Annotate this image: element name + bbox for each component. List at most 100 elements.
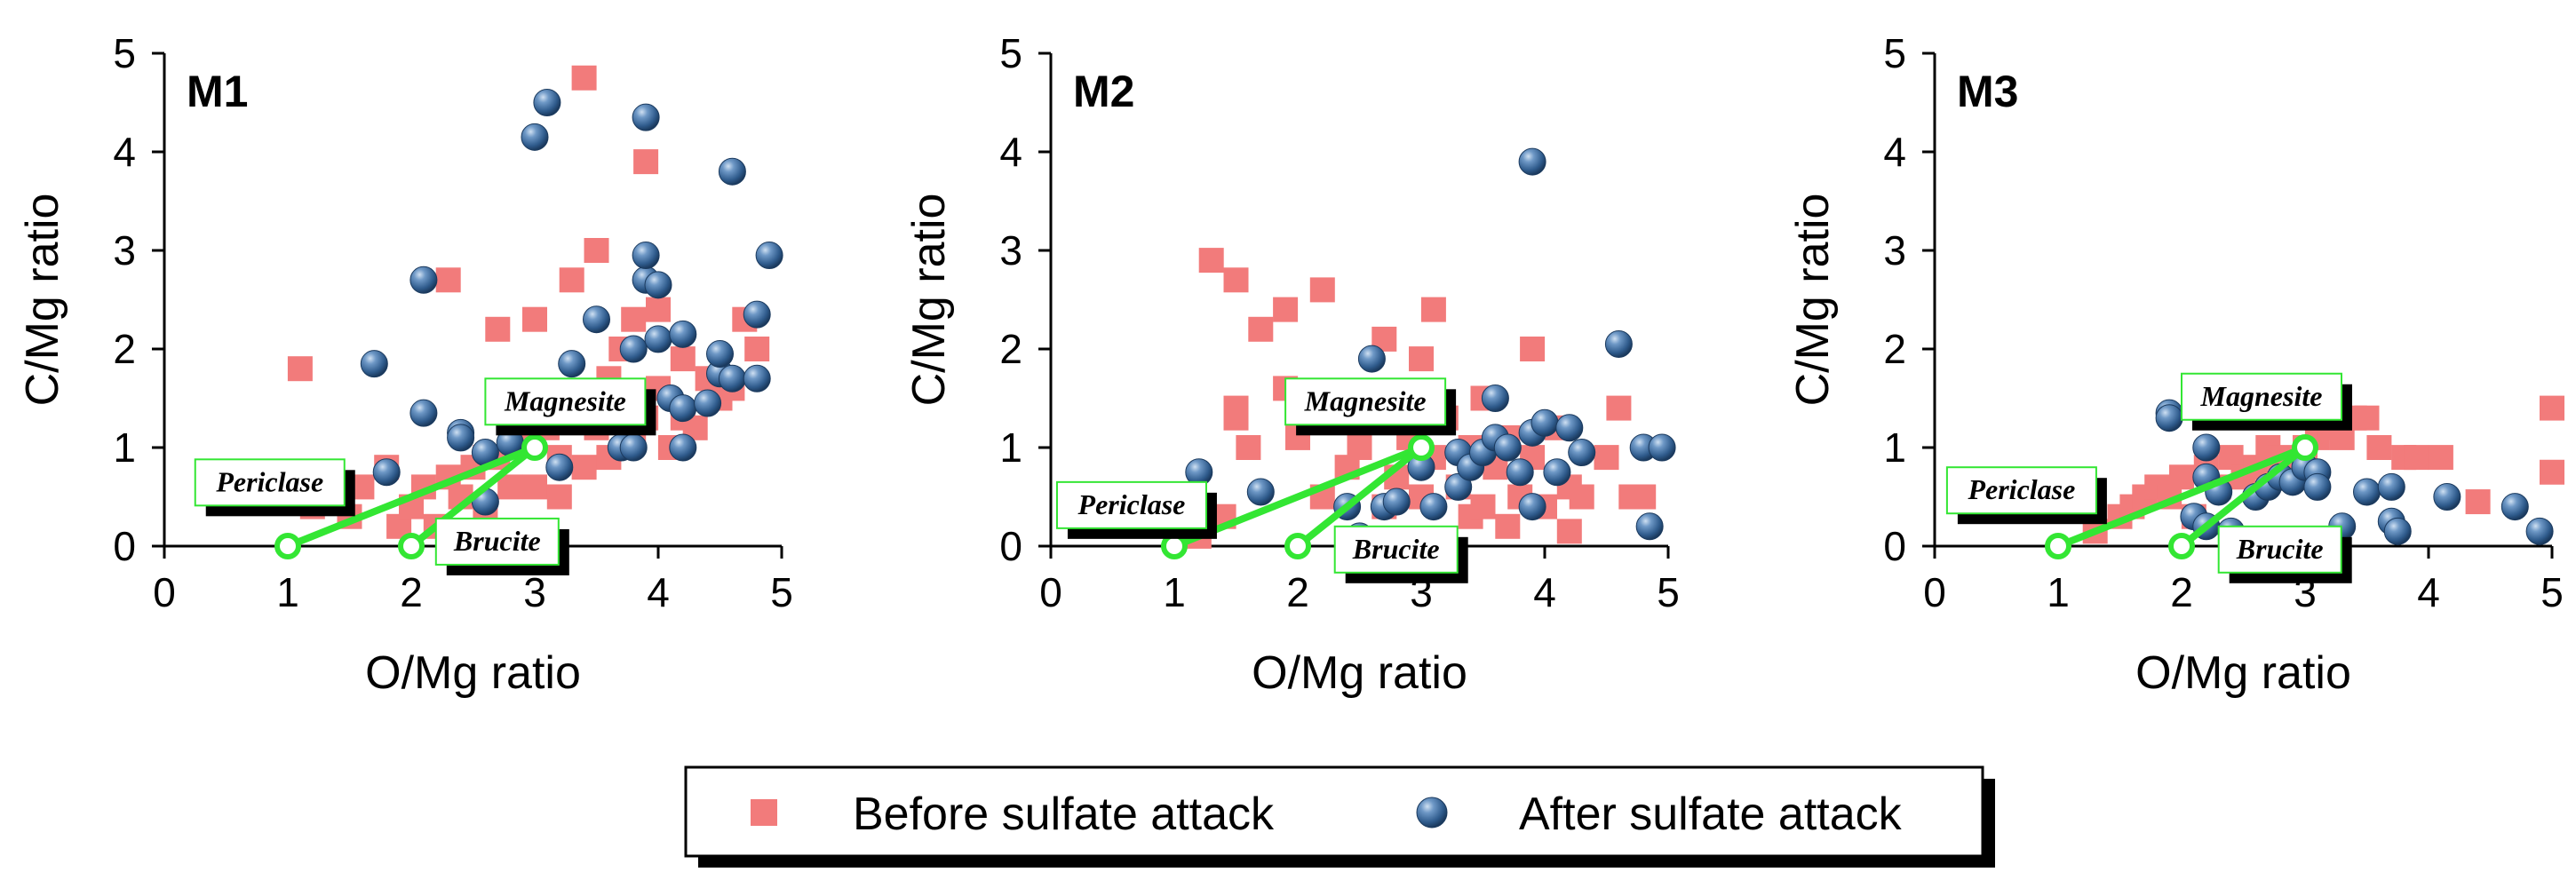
panel-title: M2 bbox=[1073, 67, 1134, 116]
data-point-after bbox=[1493, 433, 1522, 462]
y-tick-label: 2 bbox=[999, 326, 1022, 372]
annotation-box bbox=[194, 458, 346, 507]
annotation-brucite: Brucite bbox=[434, 517, 569, 575]
data-point-after bbox=[2155, 404, 2183, 432]
data-point-after bbox=[1419, 493, 1448, 521]
data-point-after bbox=[1530, 408, 1559, 437]
panel-title: M3 bbox=[1957, 67, 2018, 116]
y-tick-label: 5 bbox=[113, 30, 136, 76]
data-point-before bbox=[571, 455, 597, 480]
data-point-before bbox=[584, 238, 609, 263]
data-point-before bbox=[1569, 484, 1594, 510]
data-point-before bbox=[1606, 395, 1632, 421]
y-axis-label: C/Mg ratio bbox=[903, 194, 955, 407]
y-tick-label: 4 bbox=[999, 129, 1022, 175]
y-tick-label: 4 bbox=[113, 129, 136, 175]
x-tick-label: 5 bbox=[770, 569, 793, 615]
legend-marker-after bbox=[1416, 797, 1448, 828]
data-point-before bbox=[546, 484, 572, 510]
data-point-after bbox=[1555, 414, 1584, 442]
data-point-before bbox=[2465, 489, 2491, 515]
data-point-before bbox=[571, 65, 597, 91]
data-point-before bbox=[497, 474, 523, 500]
data-point-before bbox=[2428, 445, 2453, 471]
annotation-box bbox=[2181, 372, 2342, 421]
annotation-box bbox=[1333, 525, 1459, 574]
panel-title: M1 bbox=[187, 67, 248, 116]
annotation-magnesite: Magnesite bbox=[2181, 372, 2352, 431]
data-point-after bbox=[360, 350, 388, 378]
mineral-reference-point bbox=[274, 533, 301, 559]
data-point-after bbox=[1506, 458, 1534, 487]
data-point-before bbox=[435, 267, 461, 293]
data-point-before bbox=[1347, 435, 1372, 460]
annotation-brucite: Brucite bbox=[1333, 525, 1468, 583]
data-point-after bbox=[1444, 472, 1473, 501]
mineral-reference-point bbox=[1284, 533, 1311, 559]
x-tick-label: 2 bbox=[400, 569, 423, 615]
data-point-after bbox=[743, 300, 771, 329]
series-after bbox=[360, 89, 783, 516]
annotation-label: Brucite bbox=[2236, 533, 2324, 565]
data-point-after bbox=[1543, 458, 1571, 487]
data-point-after bbox=[2377, 472, 2405, 501]
data-point-after bbox=[619, 433, 648, 462]
data-point-before bbox=[522, 474, 547, 500]
annotation-box bbox=[434, 517, 560, 566]
data-point-before bbox=[1470, 494, 1496, 519]
y-tick-label: 0 bbox=[999, 523, 1022, 569]
legend-label: Before sulfate attack bbox=[853, 789, 1275, 840]
x-axis-label: O/Mg ratio bbox=[1252, 647, 1467, 699]
mineral-reference-point bbox=[2168, 533, 2195, 559]
x-tick-label: 4 bbox=[647, 569, 670, 615]
data-point-after bbox=[1481, 385, 1509, 412]
data-point-after bbox=[409, 266, 438, 294]
data-point-before bbox=[670, 346, 696, 372]
data-point-after bbox=[1604, 329, 1633, 358]
data-point-after bbox=[2383, 517, 2412, 545]
data-point-after bbox=[2303, 472, 2332, 501]
data-point-before bbox=[633, 149, 659, 175]
data-point-after bbox=[706, 340, 734, 369]
mineral-reference-point bbox=[398, 533, 425, 559]
annotation-magnesite: Magnesite bbox=[1284, 377, 1457, 436]
data-point-after bbox=[1648, 433, 1676, 462]
data-point-after bbox=[718, 364, 746, 392]
x-tick-label: 5 bbox=[2540, 569, 2564, 615]
legend: Before sulfate attack After sulfate attac… bbox=[684, 765, 1995, 868]
data-point-after bbox=[1518, 147, 1546, 176]
data-point-before bbox=[1223, 405, 1249, 431]
data-point-before bbox=[1594, 445, 1619, 471]
data-point-before bbox=[1409, 346, 1434, 372]
data-point-after bbox=[669, 394, 697, 423]
annotation-box bbox=[1945, 466, 2097, 515]
x-tick-label: 4 bbox=[2417, 569, 2440, 615]
y-tick-label: 4 bbox=[1883, 129, 1906, 175]
annotation-label: Periclase bbox=[1967, 473, 2075, 505]
data-point-after bbox=[558, 350, 586, 378]
chart-panel-m1: 0 1 2 3 4 5 0 1 2 3 4 5 O/Mg ratio C/Mg ratio M1 Pericl… bbox=[17, 30, 793, 699]
x-tick-label: 1 bbox=[1163, 569, 1186, 615]
annotation-box bbox=[1284, 377, 1447, 426]
periclase-magnesite-line bbox=[286, 444, 537, 550]
mineral-reference-point bbox=[2045, 533, 2071, 559]
annotation-label: Magnesite bbox=[1304, 385, 1427, 416]
data-point-before bbox=[1631, 484, 1657, 510]
brucite-magnesite-line bbox=[1295, 444, 1424, 550]
data-point-after bbox=[2433, 483, 2461, 511]
annotation-label: Magnesite bbox=[504, 385, 626, 416]
y-tick-label: 3 bbox=[113, 227, 136, 274]
annotation-periclase: Periclase bbox=[1055, 480, 1217, 539]
y-tick-label: 0 bbox=[113, 523, 136, 569]
x-tick-label: 3 bbox=[523, 569, 546, 615]
data-point-after bbox=[1357, 345, 1386, 373]
data-point-before bbox=[1198, 248, 1224, 274]
annotation-box bbox=[1055, 480, 1207, 529]
data-point-after bbox=[583, 305, 610, 334]
x-tick-label: 0 bbox=[153, 569, 176, 615]
x-tick-label: 2 bbox=[1286, 569, 1309, 615]
data-point-before bbox=[2366, 435, 2392, 460]
data-point-before bbox=[1556, 519, 1582, 544]
